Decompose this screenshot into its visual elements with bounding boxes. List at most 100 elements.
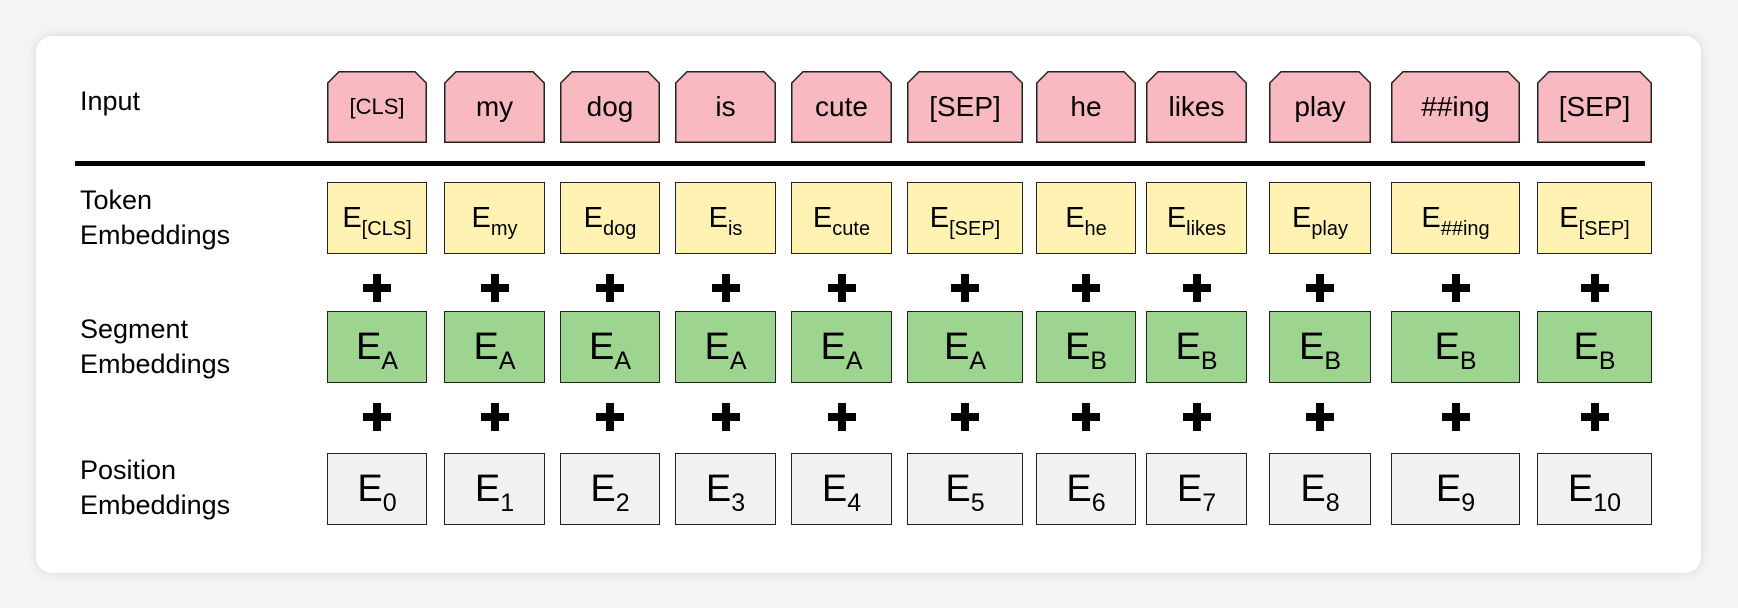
- plus-icon: [711, 274, 740, 302]
- embedding-symbol: E: [1573, 325, 1599, 368]
- row-label-token-embeddings: Token Embeddings: [80, 183, 230, 253]
- embedding-symbol: E: [1567, 467, 1594, 510]
- input-token-shape: [1537, 71, 1652, 143]
- input-token: [SEP]: [1537, 71, 1652, 143]
- embedding-subscript: 1: [500, 488, 515, 517]
- embedding-symbol: E: [820, 325, 846, 368]
- plus-icon: [1182, 274, 1211, 302]
- input-token-shape: [675, 71, 776, 143]
- plus-icon: [1580, 274, 1609, 302]
- input-token-label: [CLS]: [349, 94, 405, 119]
- input-token-label: dog: [586, 91, 634, 122]
- embedding-symbol: E: [812, 201, 833, 234]
- embedding-symbol: E: [1166, 201, 1187, 234]
- plus-icon: [480, 403, 509, 431]
- embedding-symbol: E: [473, 325, 499, 368]
- embedding-symbol: E: [945, 467, 971, 510]
- embedding-subscript: A: [498, 346, 516, 375]
- plus-icon: [1441, 403, 1470, 431]
- embedding-symbol: E: [943, 325, 970, 368]
- plus-icon: [1072, 274, 1100, 302]
- embedding-symbol: E: [1435, 467, 1462, 510]
- input-token-label: play: [1294, 91, 1346, 122]
- plus-icon: [596, 274, 624, 302]
- input-token: is: [675, 71, 776, 143]
- input-token-label: [SEP]: [929, 91, 1001, 122]
- input-token-label: cute: [815, 91, 868, 122]
- embedding-subscript: A: [969, 346, 987, 375]
- embedding-symbol: E: [1300, 467, 1326, 510]
- row-label-line: Position: [80, 455, 177, 485]
- plus-icon: [1580, 403, 1609, 431]
- input-token-label: is: [715, 91, 736, 122]
- embedding-symbol: E: [1421, 201, 1441, 234]
- embedding-subscript: my: [490, 217, 518, 240]
- plus-icon: [363, 274, 391, 302]
- embedding-symbol: E: [708, 201, 728, 234]
- embedding-symbol: E: [590, 467, 616, 510]
- row-label-line: Token: [80, 185, 153, 215]
- plus-icon: [1072, 403, 1100, 431]
- embedding-subscript: likes: [1186, 217, 1227, 240]
- input-token-shape: [327, 71, 427, 143]
- embedding-symbol: E: [704, 325, 730, 368]
- plus-icon: [1441, 274, 1470, 302]
- embedding-subscript: 6: [1091, 488, 1106, 517]
- input-token-shape: [444, 71, 545, 143]
- input-token-shape: [1269, 71, 1371, 143]
- embedding-symbol: E: [1175, 325, 1201, 368]
- embedding-subscript: 5: [970, 488, 985, 517]
- row-label-line: Embeddings: [80, 220, 231, 250]
- embedding-subscript: ##ing: [1440, 217, 1490, 240]
- input-token: ##ing: [1391, 71, 1520, 143]
- embedding-subscript: B: [1200, 346, 1218, 375]
- embedding-subscript: B: [1459, 346, 1477, 375]
- input-token: likes: [1146, 71, 1247, 143]
- plus-icon: [827, 403, 856, 431]
- embedding-subscript: B: [1090, 346, 1108, 375]
- embedding-subscript: 4: [847, 488, 862, 517]
- token-embedding: E [SEP]: [907, 182, 1023, 254]
- embedding-subscript: 3: [731, 488, 746, 517]
- row-label-line: Segment: [80, 314, 189, 344]
- embedding-symbol: E: [1065, 201, 1085, 234]
- input-token-label: likes: [1168, 91, 1225, 122]
- embedding-symbol: E: [1298, 325, 1325, 368]
- input-token: [SEP]: [907, 71, 1023, 143]
- input-token: he: [1036, 71, 1136, 143]
- row-label-line: Embeddings: [80, 349, 231, 379]
- embedding-subscript: B: [1598, 346, 1616, 375]
- embedding-symbol: E: [1434, 325, 1460, 368]
- embedding-subscript: 8: [1325, 488, 1340, 517]
- embedding-subscript: [SEP]: [949, 217, 1001, 240]
- embedding-subscript: A: [845, 346, 863, 375]
- plus-icon: [596, 403, 624, 431]
- input-token-shape: [1036, 71, 1136, 143]
- embedding-symbol: E: [357, 467, 383, 510]
- plus-icon: [480, 274, 509, 302]
- plus-icon: [951, 274, 979, 302]
- embedding-subscript: he: [1084, 217, 1107, 240]
- embedding-symbol: E: [1176, 467, 1203, 510]
- token-embedding: E [CLS]: [327, 182, 427, 254]
- embedding-symbol: E: [929, 201, 950, 234]
- input-token: play: [1269, 71, 1371, 143]
